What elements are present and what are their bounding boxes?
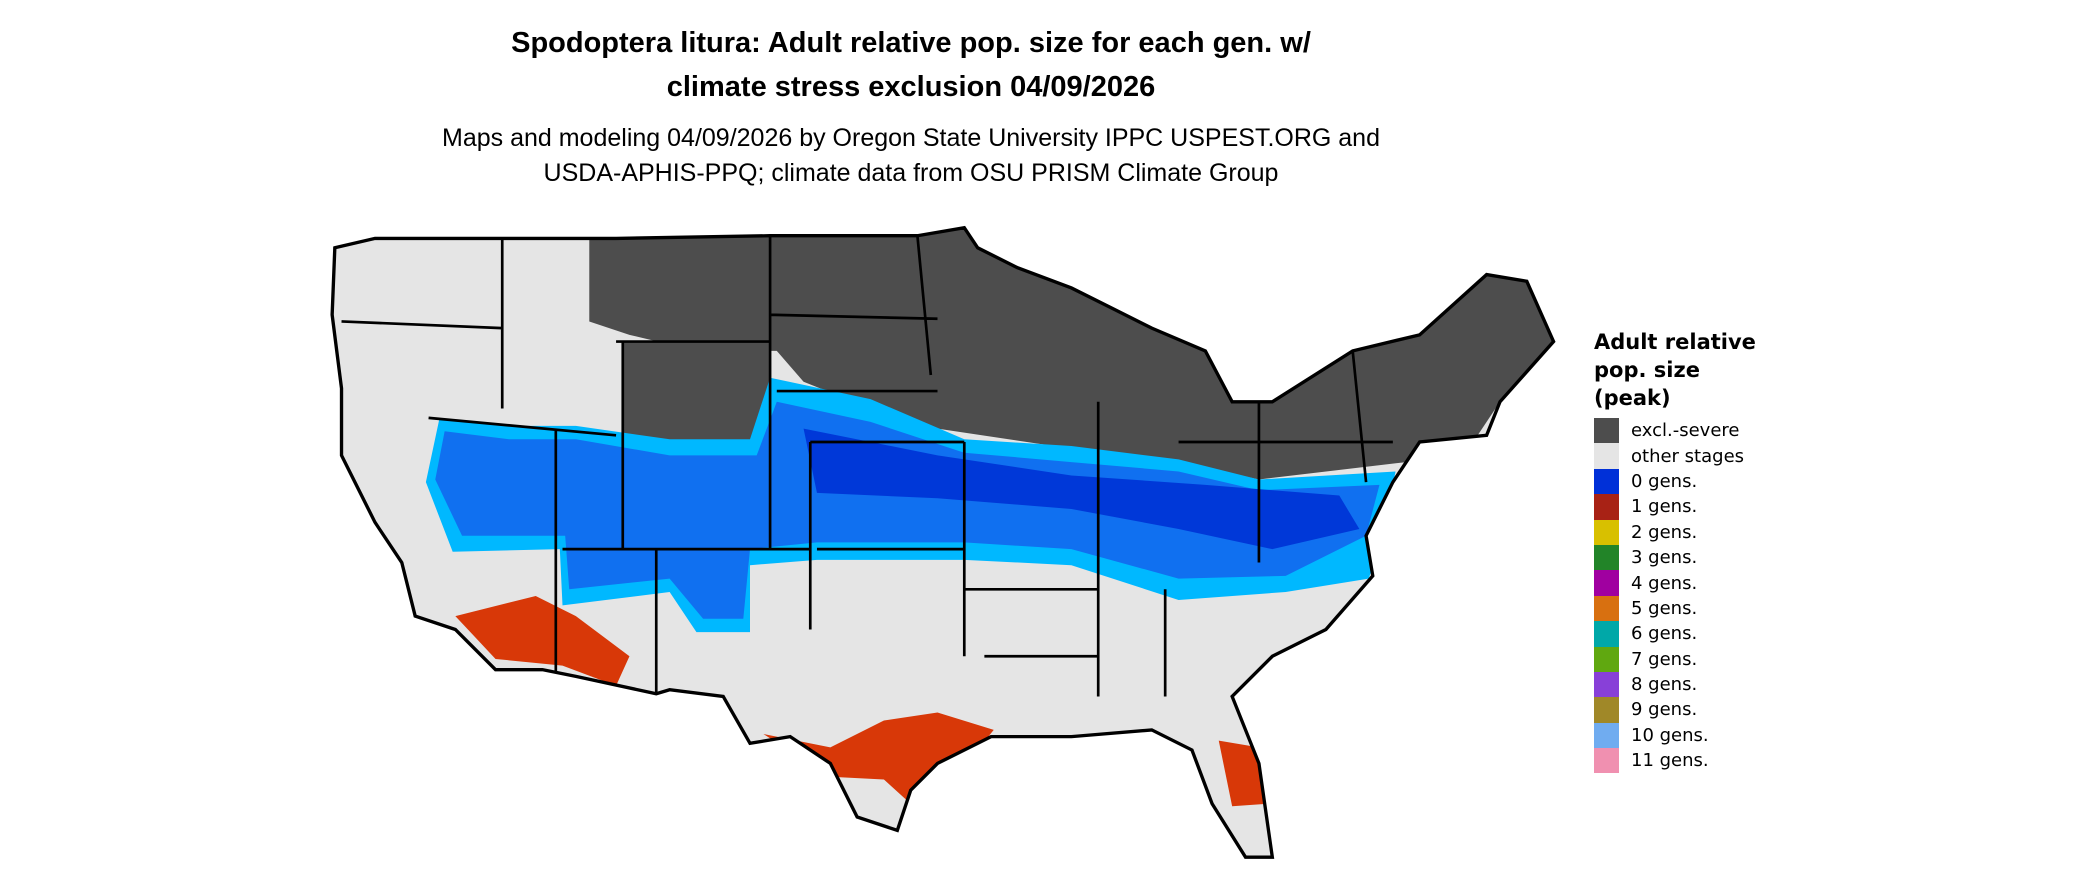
legend-label: 6 gens. [1631, 623, 1698, 645]
legend-label: 3 gens. [1631, 547, 1698, 569]
map-title-line2: climate stress exclusion 04/09/2026 [666, 71, 1156, 103]
legend-label: 0 gens. [1631, 470, 1698, 492]
legend-label: 11 gens. [1631, 750, 1709, 772]
legend-title-line: Adult relative [1594, 330, 1756, 354]
legend: Adult relative pop. size (peak) excl.-se… [1594, 328, 1756, 774]
legend-item: 9 gens. [1594, 697, 1756, 723]
map-subtitle-line2: USDA-APHIS-PPQ; climate data from OSU PR… [543, 159, 1279, 187]
legend-item: 6 gens. [1594, 621, 1756, 647]
gen0-region-core [803, 428, 1360, 550]
legend-item: 1 gens. [1594, 494, 1756, 520]
legend-swatch [1594, 671, 1619, 698]
legend-swatch [1594, 418, 1619, 444]
legend-swatch [1594, 722, 1619, 749]
legend-swatch [1594, 443, 1619, 469]
legend-swatch [1594, 519, 1619, 545]
legend-item: other stages [1594, 443, 1756, 469]
legend-label: 1 gens. [1631, 496, 1698, 518]
legend-title-line: (peak) [1594, 386, 1671, 410]
legend-label: 9 gens. [1631, 699, 1698, 721]
legend-item: 2 gens. [1594, 519, 1756, 545]
legend-item: 3 gens. [1594, 544, 1756, 571]
gen0-region-mid [435, 401, 1380, 619]
legend-swatch [1594, 494, 1619, 520]
legend-label: 8 gens. [1631, 674, 1698, 696]
legend-item: 4 gens. [1594, 570, 1756, 596]
legend-swatch [1594, 646, 1619, 672]
legend-item: 7 gens. [1594, 646, 1756, 672]
legend-swatch [1594, 697, 1619, 723]
legend-item: 8 gens. [1594, 671, 1756, 698]
legend-label: other stages [1631, 445, 1745, 467]
legend-item: 10 gens. [1594, 722, 1756, 749]
legend-swatch [1594, 748, 1619, 774]
gen1-region-southwest [455, 596, 630, 686]
legend-swatch [1594, 595, 1619, 622]
legend-item: excl.-severe [1594, 418, 1756, 444]
legend-label: 10 gens. [1631, 724, 1709, 746]
excluded-region-north [589, 227, 1554, 480]
legend-item: 0 gens. [1594, 468, 1756, 495]
map-subtitle-line1: Maps and modeling 04/09/2026 by Oregon S… [442, 124, 1380, 152]
legend-title: Adult relative pop. size (peak) [1594, 328, 1756, 412]
legend-label: excl.-severe [1631, 420, 1740, 442]
legend-swatch [1594, 570, 1619, 596]
legend-title-line: pop. size [1594, 358, 1700, 382]
legend-swatch [1594, 468, 1619, 495]
state-boundaries [341, 235, 1393, 697]
legend-label: 5 gens. [1631, 597, 1698, 619]
legend-label: 2 gens. [1631, 521, 1698, 543]
legend-label: 7 gens. [1631, 648, 1698, 670]
legend-swatch [1594, 544, 1619, 571]
legend-label: 4 gens. [1631, 572, 1698, 594]
legend-item: 5 gens. [1594, 595, 1756, 622]
legend-swatch [1594, 621, 1619, 647]
map-title-line1: Spodoptera litura: Adult relative pop. s… [511, 27, 1311, 59]
legend-item: 11 gens. [1594, 748, 1756, 774]
